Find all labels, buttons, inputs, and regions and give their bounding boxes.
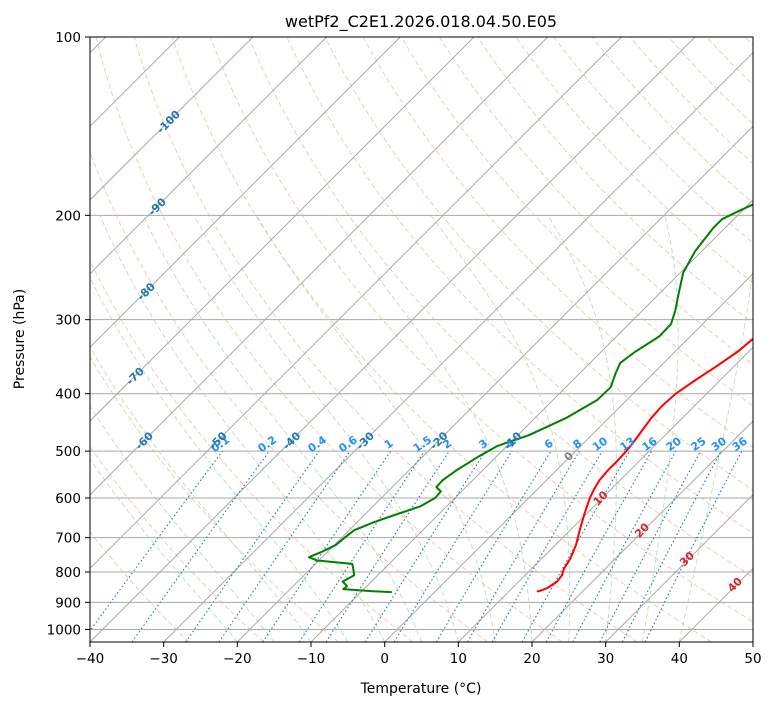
isotherm [384, 272, 753, 642]
y-tick-label: 700 [55, 531, 81, 547]
isotherm [310, 199, 753, 642]
x-tick-label: 30 [597, 651, 614, 667]
plot-frame [89, 36, 754, 643]
dry-adiabat [324, 37, 753, 491]
isotherm [90, 37, 401, 349]
plot-area [90, 37, 753, 642]
y-tick-label: 1000 [47, 622, 81, 638]
dry-adiabat [90, 531, 190, 642]
dry-adiabat [90, 150, 488, 642]
y-tick-label: 800 [55, 565, 81, 581]
x-tick-label: 20 [523, 651, 540, 667]
x-tick-label: 0 [380, 651, 389, 667]
dry-adiabat [210, 37, 753, 623]
mixing-ratio-line [572, 450, 677, 642]
isotherm [90, 37, 549, 496]
moist-adiabat [90, 345, 312, 642]
mixing-ratio-line [644, 450, 743, 642]
x-tick-label: 50 [744, 651, 761, 667]
y-tick-label: 100 [55, 30, 81, 46]
isotherm [90, 37, 696, 642]
mixing-ratio-line [545, 450, 653, 642]
isotherm [236, 125, 753, 642]
chart-title: wetPf2_C2E1.2026.018.04.50.E05 [285, 12, 557, 32]
dry-adiabat [248, 37, 753, 578]
isotherm [605, 493, 753, 642]
dry-adiabat [95, 37, 563, 642]
moist-adiabat [142, 215, 422, 642]
mixing-ratio-line [90, 450, 223, 632]
dry-adiabat [439, 37, 753, 366]
dry-adiabat [133, 37, 638, 642]
dewpoint-profile [307, 203, 753, 594]
x-tick-label: −40 [76, 651, 105, 667]
isotherm [163, 51, 753, 642]
x-axis: −40 −30 −20 −10 0 10 20 30 40 50 [76, 642, 762, 667]
isotherm [90, 37, 475, 422]
x-tick-label: −20 [223, 651, 252, 667]
y-tick-label: 900 [55, 595, 81, 611]
dry-adiabat [90, 356, 339, 642]
isotherm [90, 37, 622, 570]
isotherm [457, 346, 753, 642]
isotherm [90, 37, 328, 275]
x-tick-label: −30 [149, 651, 178, 667]
mixing-ratio-line [262, 450, 392, 642]
y-tick-label: 500 [55, 444, 81, 460]
isotherm [90, 37, 254, 201]
mixing-ratio-line [185, 450, 320, 642]
y-tick-label: 400 [55, 387, 81, 403]
dry-adiabat [515, 37, 753, 284]
x-tick-label: −10 [297, 651, 326, 667]
x-tick-label: 10 [450, 651, 467, 667]
temperature-profile [536, 337, 753, 593]
dry-adiabat [171, 37, 712, 642]
mixing-ratio-line [131, 450, 270, 642]
y-tick-label: 200 [55, 208, 81, 224]
moist-adiabat [99, 215, 386, 642]
mixing-ratio-line [521, 450, 630, 642]
moist-adiabat [642, 215, 679, 642]
moist-adiabat [678, 265, 753, 642]
profiles [307, 203, 753, 594]
mixing-ratio-line [325, 450, 450, 642]
y-tick-label: 300 [55, 313, 81, 329]
x-axis-label: Temperature (°C) [360, 681, 482, 697]
mixing-ratio-line [393, 450, 513, 642]
y-tick-label: 600 [55, 491, 81, 507]
y-axis: 100 200 300 400 500 600 700 800 900 1000 [47, 30, 90, 638]
mixing-ratio-line [218, 450, 351, 642]
y-axis-label: Pressure (hPa) [12, 289, 28, 389]
isotherm [531, 420, 753, 642]
dry-adiabat [90, 445, 264, 642]
moist-adiabat [255, 215, 496, 642]
moist-adiabat [547, 215, 618, 642]
dry-adiabat [400, 37, 753, 407]
moist-adiabat [90, 458, 238, 642]
moist-adiabat [193, 215, 459, 642]
x-tick-label: 40 [671, 651, 688, 667]
